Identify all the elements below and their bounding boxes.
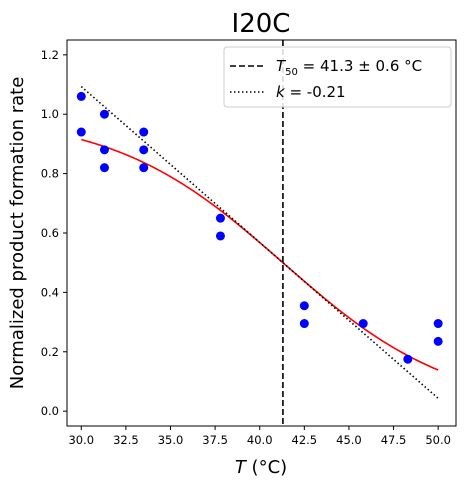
data-point: [76, 91, 86, 101]
data-point: [358, 319, 368, 329]
data-point: [433, 336, 443, 346]
legend-t50-label: T50 = 41.3 ± 0.6 °C: [276, 57, 422, 78]
data-point: [139, 127, 149, 137]
legend-t50-text: = 41.3 ± 0.6 °C: [298, 57, 422, 75]
x-tick-label: 30.0: [68, 433, 94, 447]
x-tick-label: 47.5: [381, 433, 407, 447]
plot-area: 30.0 32.5 35.0 37.5 40.0 42.5 45.0 47.5 50.0 0.0…: [41, 39, 457, 447]
x-tick-label: 40.0: [247, 433, 273, 447]
x-axis-title: T (°C): [235, 457, 287, 478]
data-point: [76, 127, 86, 137]
x-tick-label: 50.0: [425, 433, 451, 447]
data-point: [215, 231, 225, 241]
fit-curve: [81, 138, 439, 371]
legend-k-symbol: k: [276, 83, 286, 101]
x-axis-var: T: [235, 457, 248, 478]
x-tick-label: 45.0: [336, 433, 362, 447]
x-tick-label: 32.5: [113, 433, 139, 447]
data-point: [139, 145, 149, 155]
y-tick-label: 0.4: [41, 285, 59, 299]
data-points: [76, 91, 443, 364]
x-tick-label: 37.5: [202, 433, 228, 447]
chart-title: I20C: [232, 9, 291, 39]
legend: T50 = 41.3 ± 0.6 °C k = -0.21: [223, 46, 452, 108]
legend-k-label: k = -0.21: [276, 83, 346, 101]
y-tick-label: 0.2: [41, 345, 59, 359]
data-point: [99, 145, 109, 155]
legend-box: [223, 46, 452, 108]
x-tick-label: 35.0: [158, 433, 184, 447]
data-point: [299, 301, 309, 311]
y-axis: 0.0 0.2 0.4 0.6 0.8 1.0 1.2: [41, 48, 67, 418]
data-point: [139, 163, 149, 173]
y-tick-label: 0.0: [41, 404, 59, 418]
legend-k-text: = -0.21: [285, 83, 346, 101]
y-tick-label: 0.8: [41, 167, 59, 181]
x-tick-label: 42.5: [292, 433, 318, 447]
legend-t50-subscript: 50: [285, 67, 298, 78]
data-point: [215, 213, 225, 223]
data-point: [299, 319, 309, 329]
x-axis: 30.0 32.5 35.0 37.5 40.0 42.5 45.0 47.5 50.0: [68, 426, 451, 447]
y-tick-label: 1.0: [41, 107, 59, 121]
data-point: [99, 163, 109, 173]
data-point: [99, 109, 109, 119]
data-point: [433, 319, 443, 329]
y-axis-title: Normalized product formation rate: [7, 77, 28, 390]
data-point: [403, 354, 413, 364]
tangent-line: [80, 85, 439, 399]
legend-t50-symbol: T: [276, 57, 287, 75]
y-tick-label: 1.2: [41, 48, 59, 62]
y-tick-label: 0.6: [41, 226, 59, 240]
x-axis-unit: (°C): [246, 457, 287, 478]
